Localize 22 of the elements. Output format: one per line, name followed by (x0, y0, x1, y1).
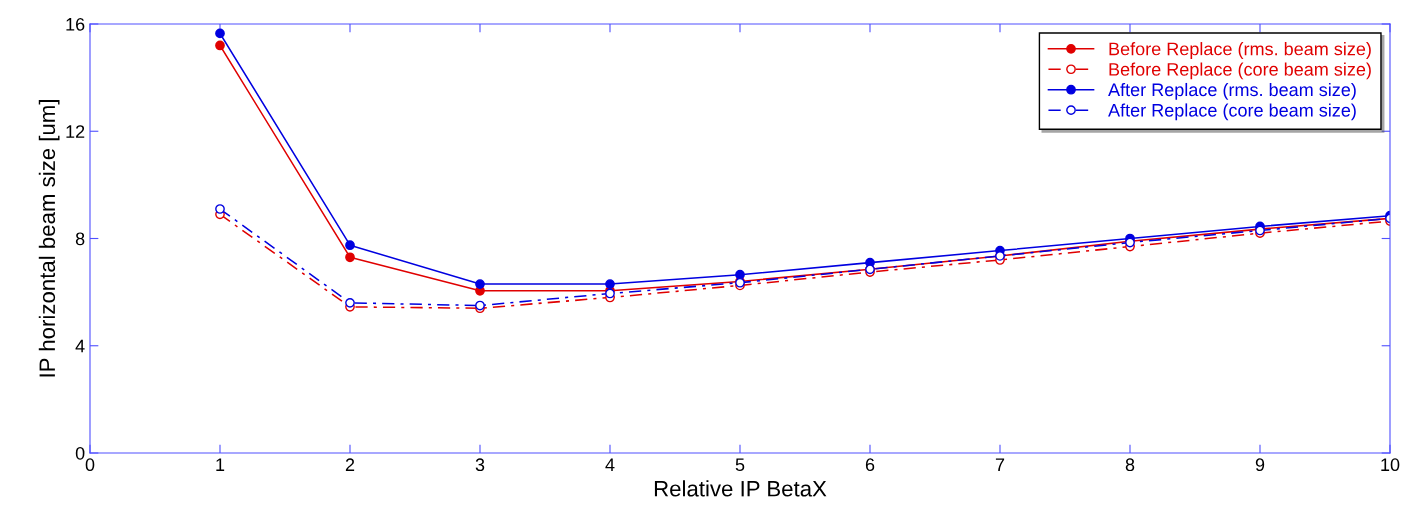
legend-label: Before Replace (rms. beam size) (1109, 42, 1371, 59)
x-tick-label: 2 (345, 458, 355, 471)
x-tick-label: 10 (1381, 458, 1400, 472)
y-tick-label: 4 (75, 339, 85, 353)
legend-label: After Replace (core beam size) (1108, 103, 1356, 121)
legend-label: Before Replace (core beam size) (1109, 62, 1371, 80)
x-tick-label: 9 (1255, 458, 1265, 472)
x-tick-label: 5 (735, 458, 745, 472)
x-tick-label: 6 (865, 458, 875, 472)
y-tick-label: 16 (66, 17, 85, 31)
y-axis-title: IP horizontal beam size [um] (38, 100, 60, 377)
y-tick-label: 0 (75, 446, 85, 460)
x-tick-label: 1 (216, 458, 225, 471)
x-axis-title: Relative IP BetaX (654, 480, 827, 497)
x-tick-label: 7 (995, 458, 1005, 471)
x-tick-label: 0 (85, 458, 95, 472)
x-tick-label: 3 (475, 458, 485, 472)
y-tick-label: 12 (66, 125, 85, 138)
legend-label: After Replace (rms. beam size) (1108, 82, 1356, 100)
x-tick-label: 4 (605, 458, 615, 471)
y-tick-label: 8 (75, 232, 85, 246)
x-tick-label: 8 (1125, 458, 1135, 472)
